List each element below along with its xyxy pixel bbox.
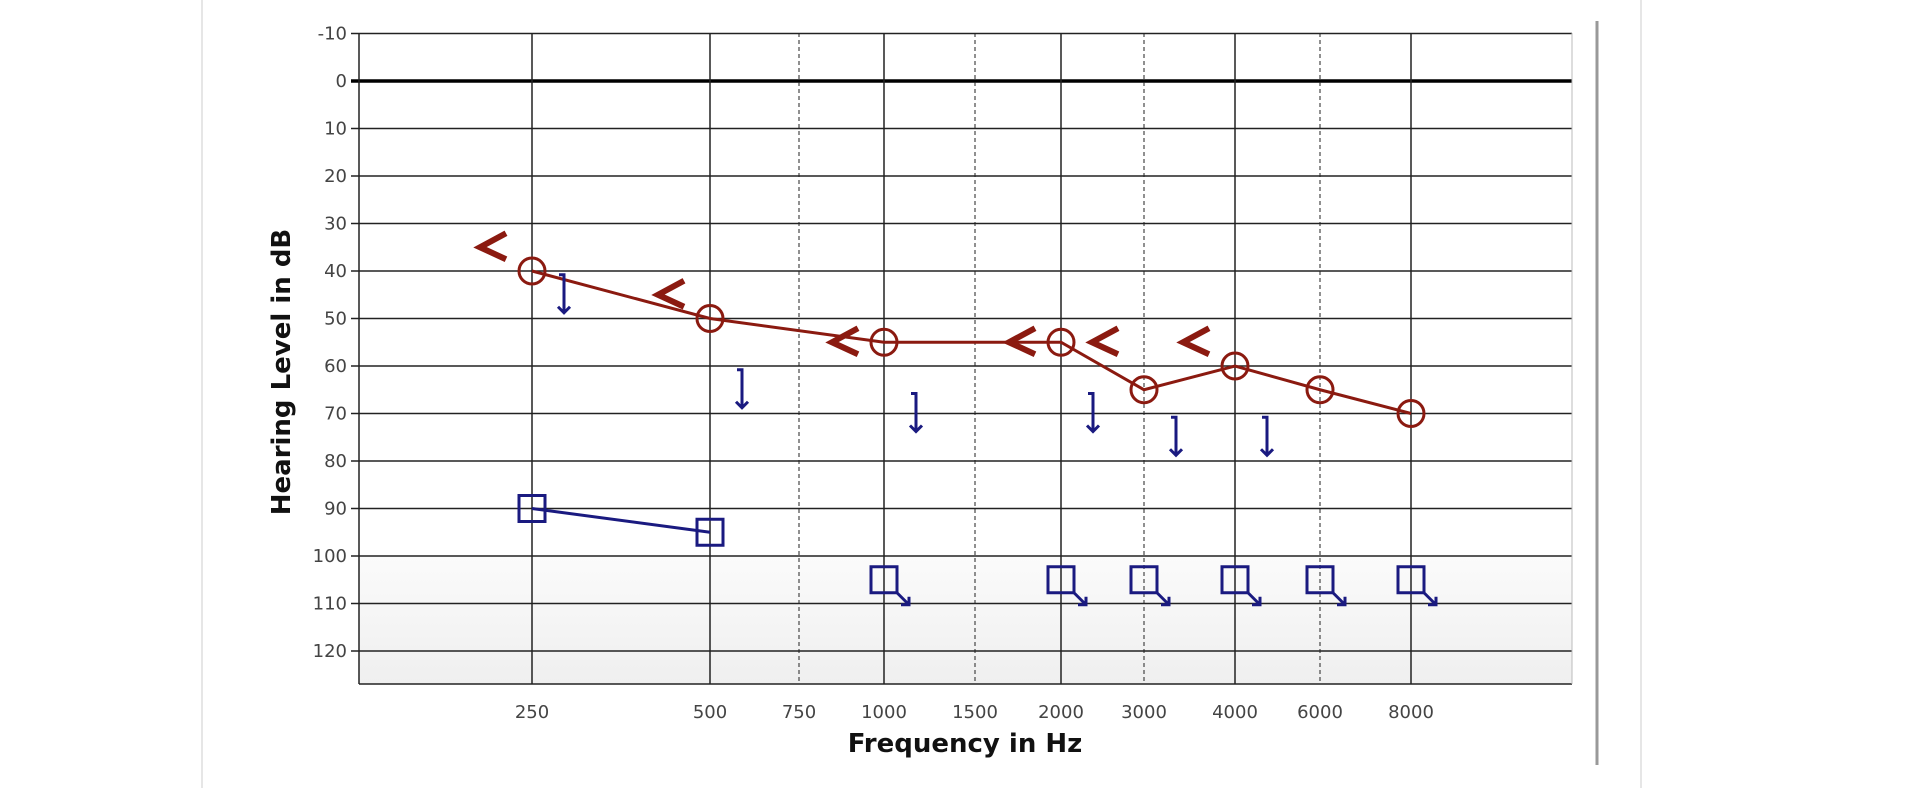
square-no-response-marker: [869, 565, 911, 607]
bracket-no-response-marker: [556, 273, 572, 315]
y-tick-label: 80: [324, 451, 347, 472]
y-axis-label: Hearing Level in dB: [267, 229, 297, 516]
no-response-arrow-icon: [1422, 591, 1438, 607]
y-tick-label: 70: [324, 404, 347, 425]
bracket-no-response-marker: [1259, 415, 1275, 458]
y-tick-label: 60: [324, 356, 347, 377]
no-response-arrow-icon: [1072, 591, 1088, 607]
no-response-arrow-icon: [1168, 448, 1184, 458]
square-marker: [1129, 565, 1159, 595]
less-than-marker: [473, 230, 508, 262]
no-response-arrow-icon: [1085, 424, 1101, 434]
circle-marker: [1129, 375, 1159, 405]
bracket-no-response-marker: [734, 368, 750, 410]
no-response-arrow-icon: [1155, 591, 1171, 607]
bracket-no-response-marker: [1168, 415, 1184, 458]
x-tick-label: 4000: [1212, 702, 1258, 723]
circle-marker: [1220, 351, 1250, 381]
no-response-arrow-icon: [1246, 591, 1262, 607]
x-tick-label: 3000: [1121, 702, 1167, 723]
y-tick-label: 30: [324, 214, 347, 235]
x-tick-label: 2000: [1038, 702, 1084, 723]
x-tick-label: 250: [515, 702, 549, 723]
square-marker: [869, 565, 899, 595]
x-tick-label: 1500: [952, 702, 998, 723]
square-no-response-marker: [1129, 565, 1171, 607]
no-response-arrow-icon: [556, 305, 572, 315]
square-marker: [695, 517, 725, 547]
y-tick-label: 90: [324, 499, 347, 520]
y-tick-label: 0: [336, 71, 347, 92]
square-marker: [517, 494, 547, 523]
bracket-no-response-marker: [908, 392, 924, 434]
no-response-arrow-icon: [895, 591, 911, 607]
y-tick-label: -10: [318, 24, 347, 45]
x-tick-label: 8000: [1388, 702, 1434, 723]
square-no-response-marker: [1046, 565, 1088, 607]
no-response-arrow-icon: [734, 400, 750, 410]
y-tick-label: 10: [324, 119, 347, 140]
x-tick-label: 6000: [1297, 702, 1343, 723]
no-response-arrow-icon: [1259, 448, 1275, 458]
bracket-marker: [737, 368, 744, 408]
circle-marker: [695, 304, 725, 333]
bracket-no-response-marker: [1085, 392, 1101, 434]
y-tick-label: 40: [324, 261, 347, 282]
y-tick-label: 120: [313, 641, 347, 662]
x-tick-label: 1000: [861, 702, 907, 723]
x-axis-label: Frequency in Hz: [848, 729, 1083, 759]
circle-marker: [517, 256, 547, 286]
x-tick-label: 500: [693, 702, 727, 723]
square-no-response-marker: [1305, 565, 1347, 607]
square-no-response-marker: [1396, 565, 1438, 607]
square-marker: [1046, 565, 1076, 595]
series-line: [531, 507, 711, 534]
bracket-marker: [1088, 392, 1095, 432]
no-response-arrow-icon: [908, 424, 924, 434]
y-tick-label: 110: [313, 594, 347, 615]
shaded-region: [359, 556, 1572, 684]
circle-marker: [869, 327, 899, 357]
x-tick-label: 750: [782, 702, 816, 723]
no-response-arrow-icon: [1331, 591, 1347, 607]
less-than-marker: [825, 325, 860, 357]
series-line: [531, 269, 1412, 415]
square-marker: [1220, 565, 1250, 595]
square-no-response-marker: [1220, 565, 1262, 607]
circle-marker: [1046, 327, 1076, 357]
bracket-marker: [1262, 415, 1269, 456]
square-marker: [1305, 565, 1335, 595]
less-than-marker: [1176, 325, 1211, 357]
less-than-marker: [1085, 325, 1120, 357]
y-tick-label: 20: [324, 166, 347, 187]
less-than-marker: [651, 278, 686, 310]
less-than-marker: [1002, 325, 1037, 357]
y-tick-label: 50: [324, 309, 347, 330]
bracket-marker: [559, 273, 566, 313]
square-marker: [1396, 565, 1426, 595]
circle-marker: [1396, 399, 1426, 428]
bracket-marker: [1171, 415, 1178, 456]
y-tick-label: 100: [313, 546, 347, 567]
bracket-marker: [911, 392, 918, 432]
circle-marker: [1305, 375, 1335, 405]
